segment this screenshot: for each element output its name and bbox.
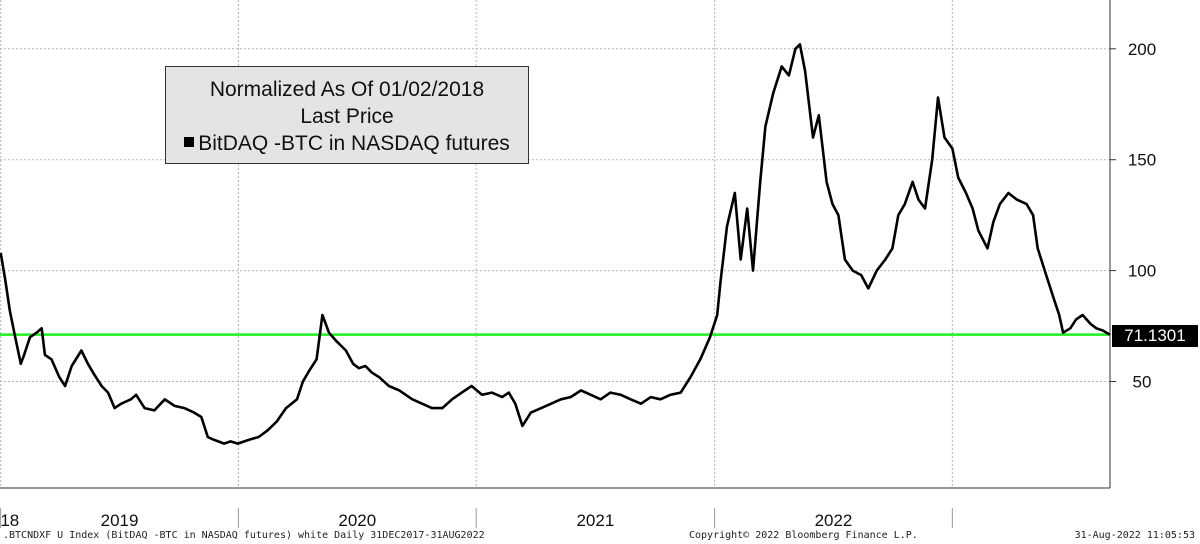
legend-swatch (184, 137, 195, 147)
y-tick-label: 200 (1128, 40, 1156, 59)
y-tick-label: 100 (1128, 262, 1156, 281)
legend-subtitle: Last Price (300, 105, 394, 128)
legend-series-label: BitDAQ -BTC in NASDAQ futures (198, 132, 510, 155)
x-tick-label: 2021 (576, 511, 614, 530)
legend: Normalized As Of 01/02/2018 Last Price B… (165, 66, 529, 164)
x-axis-separators (0, 508, 953, 528)
x-tick-label: 2022 (815, 511, 853, 530)
legend-title: Normalized As Of 01/02/2018 (209, 78, 485, 101)
series-line (0, 43, 1111, 445)
last-value-tag: 71.1301 (1112, 325, 1198, 347)
footer-copyright: Copyright© 2022 Bloomberg Finance L.P. (689, 530, 918, 541)
y-axis-ticks: 50 100 150 200 (1110, 40, 1156, 392)
x-tick-label: 2020 (338, 511, 376, 530)
x-axis-labels: 2018 2019 2020 2021 2022 (0, 511, 852, 530)
footer-timestamp: 31-Aug-2022 11:05:53 (1074, 530, 1195, 541)
y-tick-label: 50 (1133, 373, 1152, 392)
legend-series-entry: BitDAQ -BTC in NASDAQ futures (166, 130, 528, 157)
x-tick-label: 2018 (0, 511, 19, 530)
footer-left: .BTCNDXF U Index (BitDAQ -BTC in NASDAQ … (3, 530, 485, 541)
x-tick-label: 2019 (101, 511, 139, 530)
y-tick-label: 150 (1128, 151, 1156, 170)
